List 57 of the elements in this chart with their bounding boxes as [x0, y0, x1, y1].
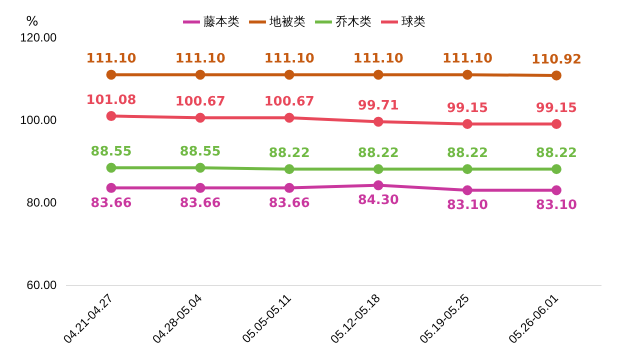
data-label: 99.15 — [446, 100, 488, 116]
data-label: 88.55 — [90, 144, 132, 160]
data-label: 99.15 — [536, 100, 578, 116]
data-label: 83.66 — [180, 196, 221, 211]
point — [195, 162, 206, 173]
y-tick-label: 120.00 — [20, 30, 58, 44]
data-label: 83.66 — [268, 196, 310, 211]
data-label: 83.66 — [90, 196, 132, 211]
data-label: 88.22 — [268, 146, 310, 161]
point — [284, 112, 294, 123]
y-tick-label: 80.00 — [26, 195, 58, 210]
data-label: 110.92 — [531, 52, 582, 68]
y-axis-title: % — [26, 14, 38, 30]
data-label: 111.10 — [442, 52, 493, 67]
data-label: 99.71 — [358, 98, 399, 114]
point — [106, 111, 116, 122]
point — [195, 70, 206, 80]
point — [373, 180, 384, 190]
data-label: 88.55 — [180, 144, 221, 160]
data-label: 88.22 — [446, 146, 488, 161]
legend-label: 藤本类 — [204, 14, 240, 28]
data-label: 100.67 — [264, 94, 314, 110]
data-label: 111.10 — [86, 52, 136, 67]
data-label: 83.10 — [446, 198, 488, 214]
point — [284, 164, 294, 174]
point — [106, 162, 116, 173]
point — [551, 119, 562, 130]
data-label: 111.10 — [175, 52, 226, 67]
point — [551, 70, 562, 80]
point — [106, 70, 116, 80]
point — [462, 185, 472, 196]
legend-label: 乔木类 — [336, 14, 372, 28]
point — [373, 164, 384, 174]
data-label: 111.10 — [353, 52, 404, 67]
data-label: 84.30 — [358, 193, 399, 208]
y-tick-label: 100.00 — [20, 112, 58, 127]
data-label: 88.22 — [536, 146, 578, 161]
data-label: 111.10 — [264, 52, 314, 67]
data-label: 101.08 — [86, 92, 136, 108]
point — [551, 164, 562, 174]
data-label: 83.10 — [536, 198, 578, 214]
point — [462, 164, 472, 174]
point — [373, 70, 384, 80]
point — [462, 70, 472, 80]
legend-label: 地被类 — [268, 14, 306, 28]
legend-label: 球类 — [402, 14, 426, 28]
data-label: 100.67 — [175, 94, 226, 110]
point — [284, 182, 294, 193]
point — [551, 185, 562, 196]
point — [462, 119, 472, 130]
point — [284, 70, 294, 80]
y-tick-label: 60.00 — [26, 278, 58, 292]
data-label: 88.22 — [358, 146, 399, 161]
point — [195, 112, 206, 123]
point — [373, 116, 384, 127]
point — [106, 182, 116, 193]
point — [195, 182, 206, 193]
